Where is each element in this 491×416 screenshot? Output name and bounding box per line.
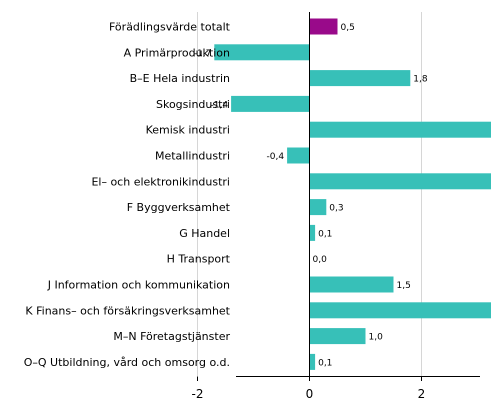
bar [309, 173, 491, 190]
category-label: F Byggverksamhet [127, 201, 231, 214]
value-label: 0,1 [318, 229, 332, 239]
bar [309, 353, 316, 370]
bars [214, 18, 491, 370]
category-labels: Förädlingsvärde totalt A Primärproduktion… [24, 21, 231, 369]
bar [309, 276, 394, 293]
category-label: A Primärproduktion [124, 46, 230, 59]
bar [231, 95, 310, 112]
bar [309, 199, 327, 216]
bar [214, 44, 310, 61]
category-label: H Transport [167, 253, 231, 266]
value-label: 0,1 [318, 358, 332, 368]
x-tick-label: 2 [418, 387, 426, 401]
value-label: 1,5 [397, 281, 411, 291]
category-label: El– och elektronikindustri [91, 175, 230, 188]
bar [309, 18, 338, 35]
value-label: 0,3 [329, 204, 343, 214]
category-label: J Information och kommunikation [47, 279, 230, 292]
value-label: -0,4 [267, 152, 285, 162]
bar [309, 70, 411, 87]
category-label: Metallindustri [155, 150, 230, 163]
category-label: O–Q Utbildning, vård och omsorg o.d. [24, 356, 230, 369]
value-label: 0,5 [341, 23, 355, 33]
category-label: Skogsindustri [156, 98, 230, 111]
category-label: Kemisk industri [146, 124, 230, 137]
bar [309, 121, 491, 138]
category-label: Förädlingsvärde totalt [109, 21, 231, 34]
bar [309, 328, 366, 345]
value-labels: 0,5-1,71,8-1,43,4-0,44,00,30,10,01,55,31… [194, 23, 428, 368]
x-tick-label: -2 [192, 387, 204, 401]
category-label: M–N Företagstjänster [113, 330, 230, 343]
value-label: 1,0 [369, 333, 384, 343]
category-label: B–E Hela industrin [130, 72, 230, 85]
value-label: -1,7 [194, 49, 212, 59]
category-label: G Handel [179, 227, 230, 240]
bar [309, 224, 316, 241]
category-label: K Finans– och försäkringsverksamhet [25, 304, 230, 317]
value-label: 1,8 [413, 75, 428, 85]
value-label: -1,4 [211, 100, 229, 110]
bar [309, 302, 491, 319]
value-label: 0,0 [313, 255, 328, 265]
x-axis: -2024 [192, 12, 480, 401]
x-tick-label: 0 [306, 387, 314, 401]
bar [287, 147, 310, 164]
grid-lines [197, 12, 422, 376]
